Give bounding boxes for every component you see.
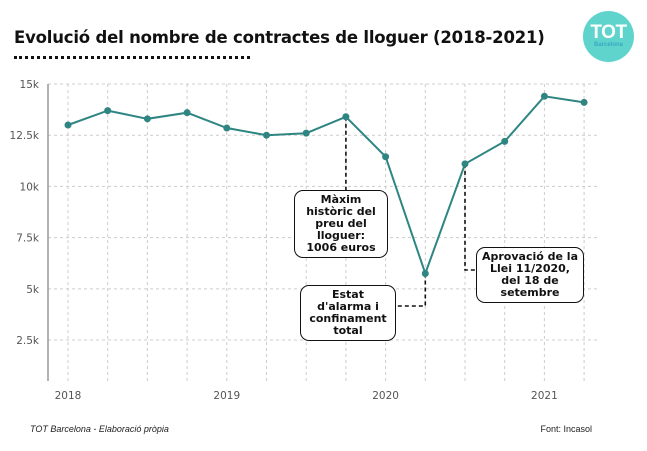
logo-subtext: Barcelona — [593, 42, 623, 48]
footer-credit: TOT Barcelona - Elaboració pròpia — [30, 424, 169, 434]
grid — [48, 83, 600, 381]
x-tick-label: 2019 — [213, 390, 240, 402]
annotation-law: Aprovació de la Llei 11/2020, del 18 de … — [476, 247, 584, 303]
tot-barcelona-logo: TOT Barcelona — [583, 11, 634, 62]
data-point — [382, 153, 390, 161]
data-point — [421, 269, 429, 277]
data-point — [223, 124, 231, 132]
title-underline — [14, 56, 250, 59]
y-tick-label: 7.5k — [16, 233, 40, 245]
annotation-lockdown: Estat d'alarma i confinament total — [300, 285, 396, 341]
data-point — [263, 131, 270, 139]
data-point — [501, 137, 509, 145]
x-axis-ticks: 2018 2019 2020 2021 — [55, 390, 558, 402]
y-tick-label: 5k — [26, 284, 40, 296]
x-tick-label: 2021 — [531, 390, 558, 402]
chart-title: Evolució del nombre de contractes de llo… — [14, 28, 545, 47]
series-line — [67, 95, 585, 277]
annotation-max-price: Màxim històric del preu del lloguer: 100… — [294, 190, 388, 258]
data-points — [64, 92, 588, 277]
x-tick-label: 2018 — [55, 390, 82, 402]
data-point — [540, 92, 548, 100]
data-point — [143, 115, 151, 123]
y-axis-ticks: 2.5k 5k 7.5k 10k 12.5k 15k — [10, 79, 40, 347]
x-tick-label: 2020 — [372, 390, 399, 402]
data-point — [580, 98, 588, 106]
y-tick-label: 12.5k — [10, 130, 40, 142]
y-tick-label: 15k — [20, 79, 40, 91]
data-point — [104, 107, 112, 115]
data-point — [342, 113, 350, 121]
data-point — [183, 109, 191, 117]
data-point — [302, 129, 310, 137]
logo-text: TOT — [590, 22, 627, 43]
data-point — [64, 121, 72, 129]
y-tick-label: 10k — [20, 181, 40, 193]
footer-source: Font: Incasol — [540, 424, 592, 434]
leader-lockdown — [396, 273, 427, 307]
y-tick-label: 2.5k — [16, 335, 40, 347]
leader-law — [464, 163, 476, 271]
data-point — [461, 160, 469, 168]
annotation-leaders — [345, 116, 476, 307]
